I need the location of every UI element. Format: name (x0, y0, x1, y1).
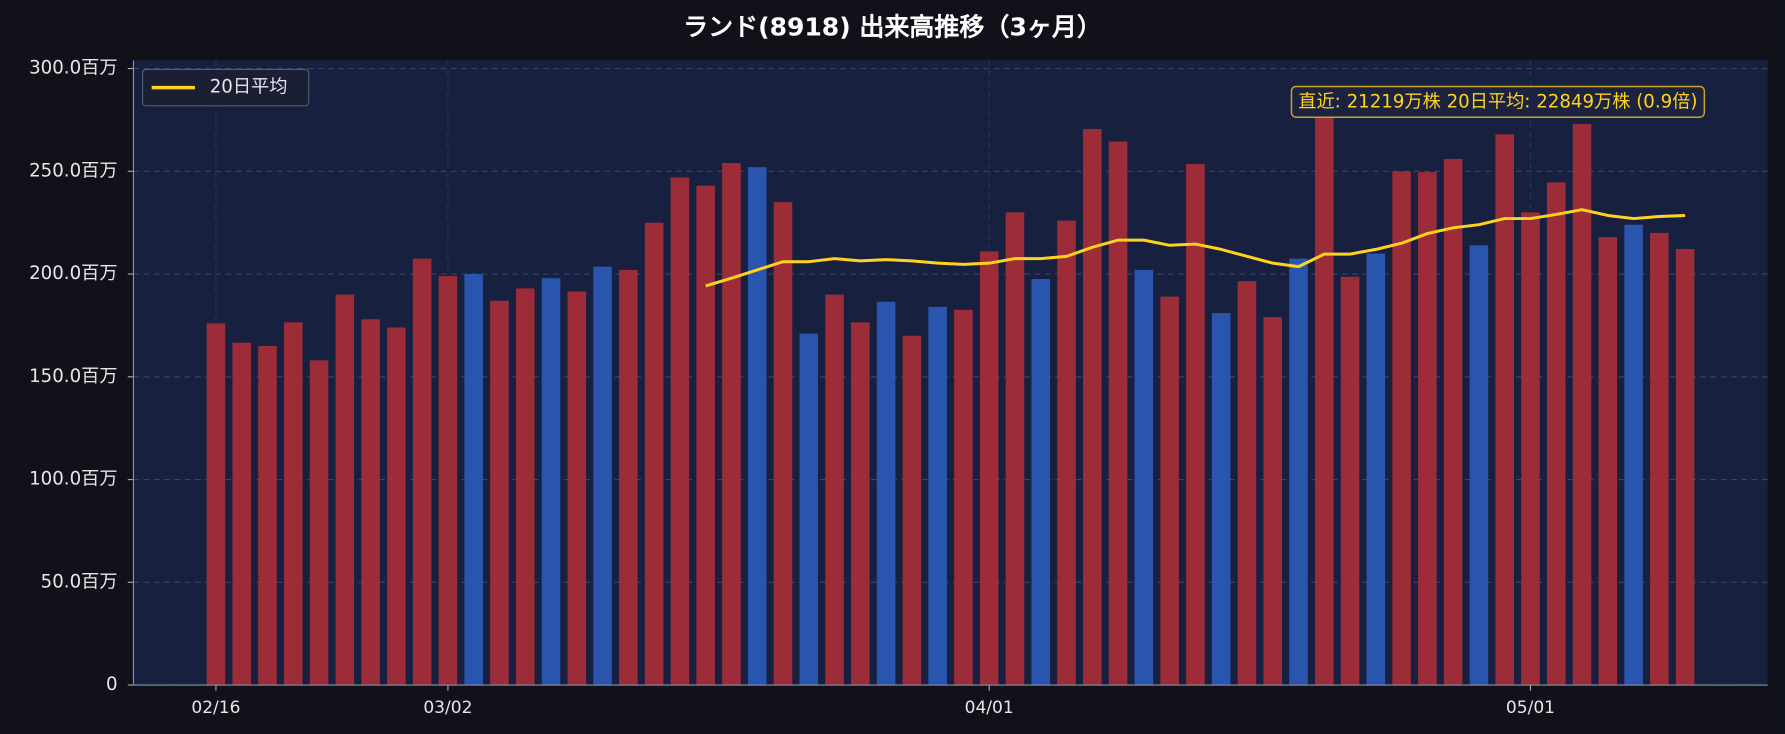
bar (1108, 141, 1128, 686)
bar (747, 167, 767, 686)
y-tick-label: 300.0百万 (29, 58, 117, 79)
bar (1237, 281, 1257, 686)
bar (1083, 128, 1102, 686)
bar (1572, 124, 1592, 686)
bar (1392, 171, 1411, 686)
bar (387, 327, 406, 686)
bar (902, 335, 922, 686)
bar (825, 294, 844, 686)
bar (773, 202, 793, 686)
x-tick-label: 02/16 (191, 698, 240, 718)
bar (1211, 313, 1231, 686)
x-tick-label: 03/02 (423, 698, 472, 718)
y-tick-label: 250.0百万 (29, 160, 117, 181)
bar (567, 291, 587, 686)
bar (1366, 253, 1386, 686)
plot-area (133, 60, 1768, 686)
bar (361, 319, 380, 686)
bar (438, 276, 458, 686)
bar (799, 333, 819, 686)
bar (1134, 269, 1154, 686)
bar (1675, 248, 1695, 686)
bar (1650, 232, 1669, 686)
bar (1160, 296, 1179, 686)
bar (258, 345, 277, 686)
bar (1289, 258, 1308, 686)
bar (1031, 278, 1051, 686)
bar (412, 258, 432, 686)
bar (490, 300, 509, 686)
bar (644, 222, 664, 686)
bar (464, 274, 483, 686)
bar (309, 360, 329, 686)
bar (593, 266, 612, 686)
y-tick-label: 100.0百万 (29, 469, 117, 490)
bar (928, 306, 947, 686)
bar (876, 301, 896, 686)
bar (670, 177, 690, 686)
bar (1186, 164, 1205, 686)
bar (979, 251, 999, 686)
x-tick-label: 04/01 (965, 698, 1014, 718)
bar (1057, 220, 1076, 686)
bar (954, 309, 973, 686)
chart-title: ランド(8918) 出来高推移（3ヶ月） (683, 12, 1102, 41)
bar (1546, 182, 1566, 686)
bar (1521, 212, 1540, 686)
y-tick-label: 0 (106, 674, 118, 695)
bar (1443, 158, 1463, 686)
y-tick-label: 150.0百万 (29, 366, 117, 387)
bar (1314, 109, 1334, 686)
x-tick-label: 05/01 (1506, 698, 1555, 718)
bar (1263, 317, 1283, 686)
bar (722, 163, 741, 686)
bar (1469, 245, 1489, 686)
bar (206, 323, 226, 686)
legend-box (141, 68, 310, 107)
bar (696, 185, 715, 686)
bar (515, 288, 535, 686)
line-series (705, 208, 1686, 288)
annotation-box (1290, 85, 1706, 118)
y-tick-label: 50.0百万 (41, 571, 118, 592)
bar (1005, 212, 1025, 686)
y-tick-label: 200.0百万 (29, 263, 117, 284)
bar (283, 322, 303, 686)
bar (1624, 224, 1643, 686)
bar (1495, 134, 1514, 686)
bar (1598, 237, 1618, 686)
bar (1418, 172, 1437, 686)
bar (851, 322, 870, 686)
bar (619, 269, 638, 686)
bar (541, 278, 561, 686)
legend-label: 20日平均 (210, 77, 288, 98)
annotation: 直近: 21219万株 20日平均: 22849万株 (0.9倍) (1298, 91, 1697, 112)
bar (1340, 276, 1360, 686)
bar (232, 342, 251, 686)
bar (335, 294, 355, 686)
